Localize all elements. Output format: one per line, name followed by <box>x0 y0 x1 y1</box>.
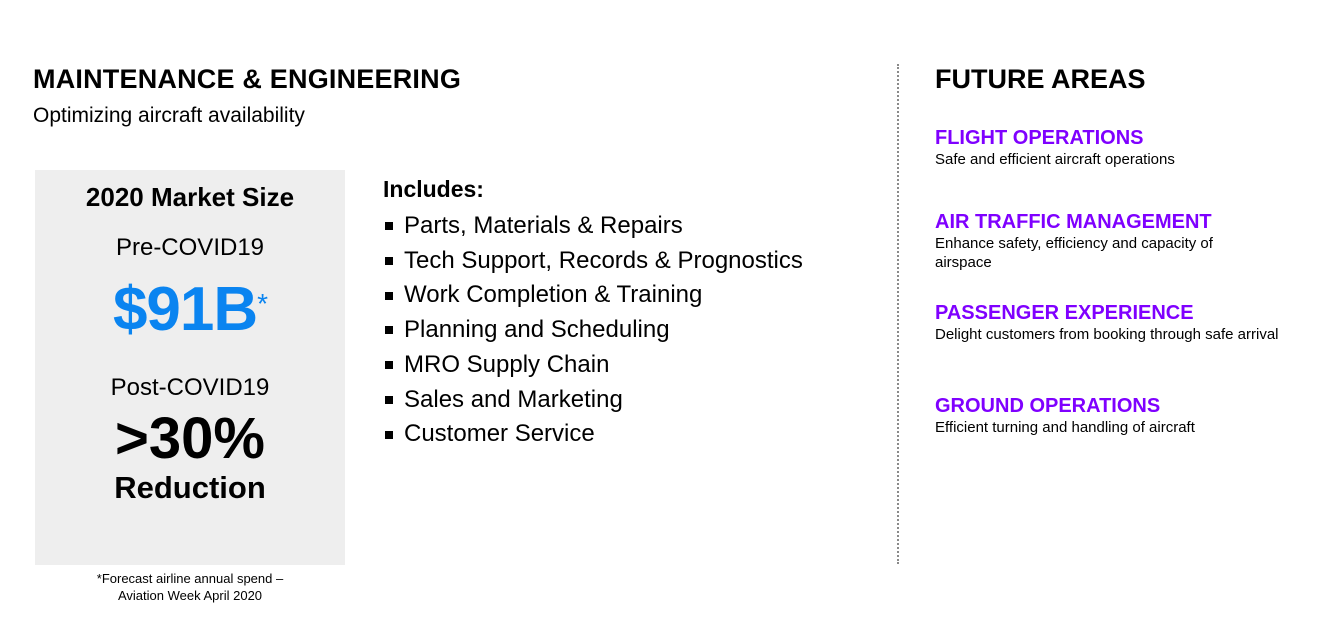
future-area-passenger-experience: PASSENGER EXPERIENCE Delight customers f… <box>935 301 1295 344</box>
list-item-label: Planning and Scheduling <box>404 316 670 344</box>
pre-covid-value: $91B* <box>35 274 345 346</box>
footnote-line: Aviation Week April 2020 <box>117 588 263 603</box>
future-area-title: GROUND OPERATIONS <box>935 395 1161 417</box>
square-bullet-icon <box>385 257 393 266</box>
square-bullet-icon <box>385 222 393 231</box>
page-subtitle: Optimizing aircraft availability <box>33 104 305 127</box>
list-item-label: Work Completion & Training <box>404 281 703 309</box>
square-bullet-icon <box>385 430 393 439</box>
pre-covid-label: Pre-COVID19 <box>115 234 265 261</box>
square-bullet-icon <box>385 361 393 370</box>
post-covid-value-label: Reduction <box>114 470 266 505</box>
future-area-ground-operations: GROUND OPERATIONS Efficient turning and … <box>935 394 1295 437</box>
future-area-air-traffic-management: AIR TRAFFIC MANAGEMENT Enhance safety, e… <box>935 210 1295 272</box>
includes-list: Parts, Materials & Repairs Tech Support,… <box>383 209 803 452</box>
list-item: Sales and Marketing <box>383 383 803 418</box>
list-item: Parts, Materials & Repairs <box>383 209 803 244</box>
list-item: MRO Supply Chain <box>383 348 803 383</box>
future-area-description: Enhance safety, efficiency and capacity … <box>935 235 1213 271</box>
square-bullet-icon <box>385 395 393 404</box>
page-title: MAINTENANCE & ENGINEERING <box>33 64 462 94</box>
market-size-heading: 2020 Market Size <box>85 182 295 212</box>
future-area-description: Delight customers from booking through s… <box>935 326 1279 343</box>
future-area-description: Efficient turning and handling of aircra… <box>935 419 1195 436</box>
includes-heading: Includes: <box>383 176 484 202</box>
future-area-title: PASSENGER EXPERIENCE <box>935 302 1194 324</box>
list-item-label: Parts, Materials & Repairs <box>404 212 683 239</box>
list-item: Tech Support, Records & Prognostics <box>383 244 803 279</box>
list-item-label: Tech Support, Records & Prognostics <box>404 246 803 274</box>
square-bullet-icon <box>385 326 393 335</box>
list-item-label: Sales and Marketing <box>404 385 623 413</box>
future-area-description: Safe and efficient aircraft operations <box>935 151 1175 168</box>
list-item: Work Completion & Training <box>383 278 803 313</box>
dotted-divider <box>897 64 899 564</box>
post-covid-label: Post-COVID19 <box>110 374 270 401</box>
future-area-title: AIR TRAFFIC MANAGEMENT <box>935 211 1212 233</box>
includes-section: Includes: Parts, Materials & Repairs Tec… <box>383 176 803 452</box>
square-bullet-icon <box>385 291 393 300</box>
market-size-panel: 2020 Market Size Pre-COVID19 $91B* Post-… <box>35 170 345 565</box>
list-item-label: MRO Supply Chain <box>404 350 610 378</box>
post-covid-value: >30% <box>115 406 265 471</box>
footnote: *Forecast airline annual spend – Aviatio… <box>35 570 345 604</box>
footnote-line: *Forecast airline annual spend – <box>96 571 284 586</box>
future-areas-title: FUTURE AREAS <box>935 64 1146 94</box>
future-area-flight-operations: FLIGHT OPERATIONS Safe and efficient air… <box>935 126 1295 169</box>
list-item-label: Customer Service <box>404 420 595 448</box>
pre-covid-amount: $91B <box>112 275 258 344</box>
future-area-title: FLIGHT OPERATIONS <box>935 127 1144 149</box>
footnote-asterisk: * <box>257 288 268 319</box>
list-item: Planning and Scheduling <box>383 313 803 348</box>
list-item: Customer Service <box>383 417 803 452</box>
